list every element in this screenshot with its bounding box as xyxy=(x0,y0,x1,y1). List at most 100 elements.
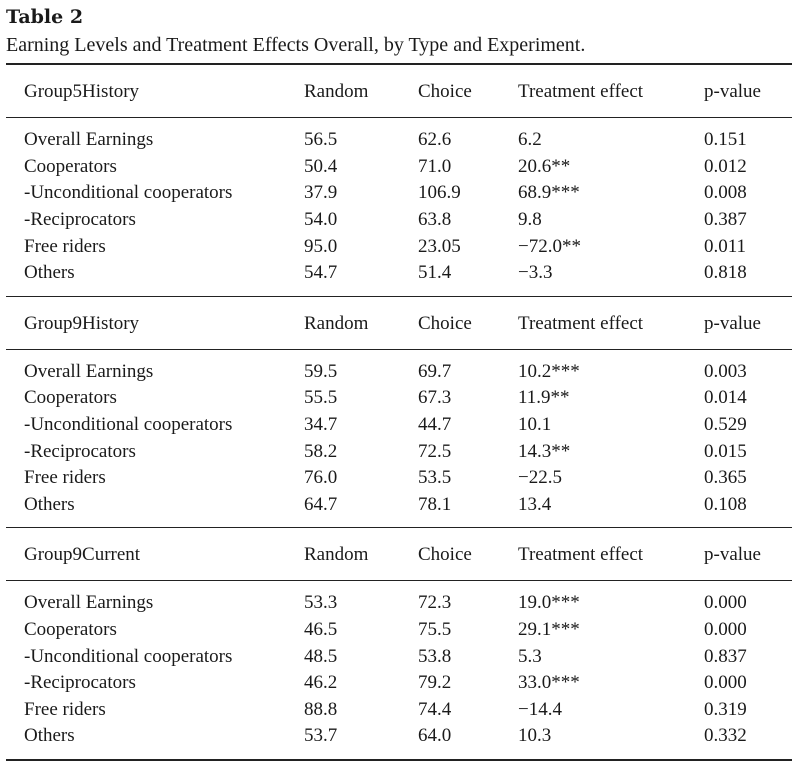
cell-choice: 64.0 xyxy=(418,723,518,761)
column-header: Random xyxy=(304,63,418,118)
panel-header-row: Group9Current Random Choice Treatment effec… xyxy=(6,527,792,581)
column-header: Treatment effect xyxy=(518,295,704,350)
cell-p: 0.000 xyxy=(704,672,747,694)
cell-choice: 79.2 xyxy=(418,672,452,694)
column-header: Treatment effect xyxy=(518,63,704,118)
cell-effect: 5.3 xyxy=(518,645,542,667)
panel-name: Group5History xyxy=(6,63,304,118)
cell-p: 0.332 xyxy=(704,723,792,761)
table-row: Overall Earnings 59.5 69.7 10.2*** 0.003 xyxy=(6,348,792,386)
cell-random: 54.0 xyxy=(304,209,338,231)
table-row: Others 64.7 78.1 13.4 0.108 xyxy=(6,492,792,528)
cell-random: 56.5 xyxy=(304,116,418,154)
table-row: Cooperators 55.5 67.3 11.9** 0.014 xyxy=(6,385,792,412)
cell-random: 95.0 xyxy=(304,235,338,257)
cell-effect: 10.1 xyxy=(518,414,552,436)
column-header: p-value xyxy=(704,63,792,118)
cell-p: 0.837 xyxy=(704,645,747,667)
table-row: -Unconditional cooperators 37.9 106.9 68.9*… xyxy=(6,180,792,207)
cell-effect: 20.6** xyxy=(518,155,571,177)
row-label: -Reciprocators xyxy=(24,672,136,694)
panel-header-row: Group9History Random Choice Treatment effec… xyxy=(6,295,792,350)
row-label: -Unconditional cooperators xyxy=(24,414,233,436)
column-header: Random xyxy=(304,527,418,581)
row-label: Others xyxy=(6,723,304,761)
cell-random: 53.3 xyxy=(304,580,418,617)
cell-random: 58.2 xyxy=(304,440,338,462)
cell-choice: 71.0 xyxy=(418,155,452,177)
table-label: Table 2 xyxy=(6,6,84,28)
cell-p: 0.003 xyxy=(704,348,792,386)
cell-p: 0.365 xyxy=(704,467,747,489)
table-container: Table 2 Earning Levels and Treatment Eff… xyxy=(6,6,792,761)
row-label: -Unconditional cooperators xyxy=(24,182,233,204)
column-header: p-value xyxy=(704,295,792,350)
table-row: Cooperators 50.4 71.0 20.6** 0.012 xyxy=(6,154,792,181)
cell-random: 46.2 xyxy=(304,672,338,694)
cell-effect: 29.1*** xyxy=(518,619,580,641)
cell-effect: 33.0*** xyxy=(518,672,580,694)
table-row: Others 53.7 64.0 10.3 0.332 xyxy=(6,723,792,761)
cell-p: 0.011 xyxy=(704,235,747,257)
row-label: Cooperators xyxy=(24,155,117,177)
cell-choice: 51.4 xyxy=(418,262,452,284)
cell-choice: 72.5 xyxy=(418,440,452,462)
column-header: Choice xyxy=(418,63,518,118)
cell-effect: 13.4 xyxy=(518,493,552,515)
panel-header-row: Group5History Random Choice Treatment effec… xyxy=(6,63,792,118)
cell-effect: 19.0*** xyxy=(518,580,704,617)
cell-random: 64.7 xyxy=(304,493,338,515)
cell-p: 0.000 xyxy=(704,619,747,641)
table-row: Free riders 88.8 74.4 −14.4 0.319 xyxy=(6,697,792,724)
cell-p: 0.387 xyxy=(704,209,747,231)
cell-choice: 69.7 xyxy=(418,348,518,386)
column-header: Treatment effect xyxy=(518,527,704,581)
cell-choice: 53.8 xyxy=(418,645,452,667)
cell-effect: −22.5 xyxy=(518,467,562,489)
results-table: Group5History Random Choice Treatment effec… xyxy=(6,63,792,761)
row-label: Cooperators xyxy=(24,619,117,641)
cell-p: 0.319 xyxy=(704,698,747,720)
cell-random: 55.5 xyxy=(304,387,338,409)
table-row: -Unconditional cooperators 48.5 53.8 5.3 0.8… xyxy=(6,643,792,670)
cell-effect: 6.2 xyxy=(518,116,704,154)
cell-choice: 44.7 xyxy=(418,414,452,436)
cell-p: 0.014 xyxy=(704,387,747,409)
cell-random: 34.7 xyxy=(304,414,338,436)
column-header: Choice xyxy=(418,295,518,350)
row-label: Free riders xyxy=(24,698,106,720)
cell-choice: 75.5 xyxy=(418,619,452,641)
cell-choice: 62.6 xyxy=(418,116,518,154)
cell-random: 37.9 xyxy=(304,182,338,204)
cell-p: 0.108 xyxy=(704,493,747,515)
table-row: -Reciprocators 46.2 79.2 33.0*** 0.000 xyxy=(6,670,792,697)
cell-effect: −3.3 xyxy=(518,262,553,284)
cell-random: 48.5 xyxy=(304,645,338,667)
cell-effect: 9.8 xyxy=(518,209,542,231)
row-label: -Unconditional cooperators xyxy=(24,645,233,667)
cell-effect: 68.9*** xyxy=(518,182,580,204)
row-label: Cooperators xyxy=(24,387,117,409)
row-label: Overall Earnings xyxy=(6,580,304,617)
cell-random: 53.7 xyxy=(304,723,418,761)
cell-effect: 10.2*** xyxy=(518,348,704,386)
cell-p: 0.151 xyxy=(704,116,792,154)
table-row: -Reciprocators 58.2 72.5 14.3** 0.015 xyxy=(6,438,792,465)
table-row: Cooperators 46.5 75.5 29.1*** 0.000 xyxy=(6,617,792,644)
table-row: Overall Earnings 53.3 72.3 19.0*** 0.000 xyxy=(6,580,792,617)
cell-random: 50.4 xyxy=(304,155,338,177)
cell-p: 0.012 xyxy=(704,155,747,177)
table-row: Overall Earnings 56.5 62.6 6.2 0.151 xyxy=(6,116,792,154)
cell-random: 76.0 xyxy=(304,467,338,489)
cell-effect: 14.3** xyxy=(518,440,571,462)
cell-choice: 106.9 xyxy=(418,182,461,204)
cell-choice: 72.3 xyxy=(418,580,518,617)
row-label: Free riders xyxy=(24,235,106,257)
column-header: Random xyxy=(304,295,418,350)
cell-random: 54.7 xyxy=(304,262,338,284)
row-label: -Reciprocators xyxy=(24,440,136,462)
column-header: Choice xyxy=(418,527,518,581)
cell-p: 0.529 xyxy=(704,414,747,436)
panel-name: Group9Current xyxy=(6,527,304,581)
table-caption: Earning Levels and Treatment Effects Ove… xyxy=(6,34,586,56)
